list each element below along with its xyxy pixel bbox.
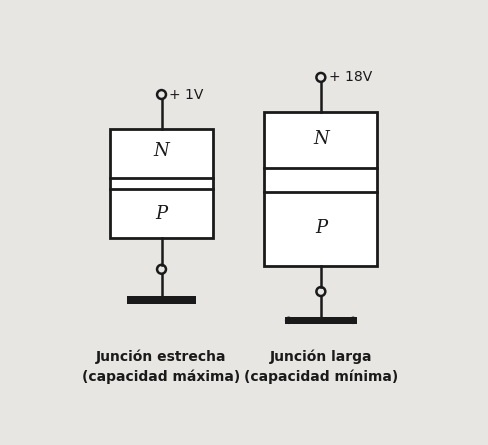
Text: P: P [314, 219, 326, 237]
Text: Junción larga: Junción larga [269, 349, 371, 364]
Circle shape [127, 296, 135, 303]
Bar [110, 129, 212, 239]
Text: N: N [312, 130, 328, 148]
Bar [264, 112, 377, 266]
Text: (capacidad mínima): (capacidad mínima) [243, 370, 397, 384]
Circle shape [285, 316, 292, 324]
Text: Junción estrecha: Junción estrecha [96, 349, 226, 364]
Circle shape [348, 316, 356, 324]
Text: P: P [155, 206, 167, 223]
Text: + 1V: + 1V [169, 88, 203, 101]
Bar [127, 296, 195, 303]
Text: (capacidad máxima): (capacidad máxima) [82, 370, 240, 384]
Text: N: N [153, 142, 169, 160]
Bar [285, 316, 356, 324]
Circle shape [188, 296, 195, 303]
Text: + 18V: + 18V [328, 70, 371, 85]
